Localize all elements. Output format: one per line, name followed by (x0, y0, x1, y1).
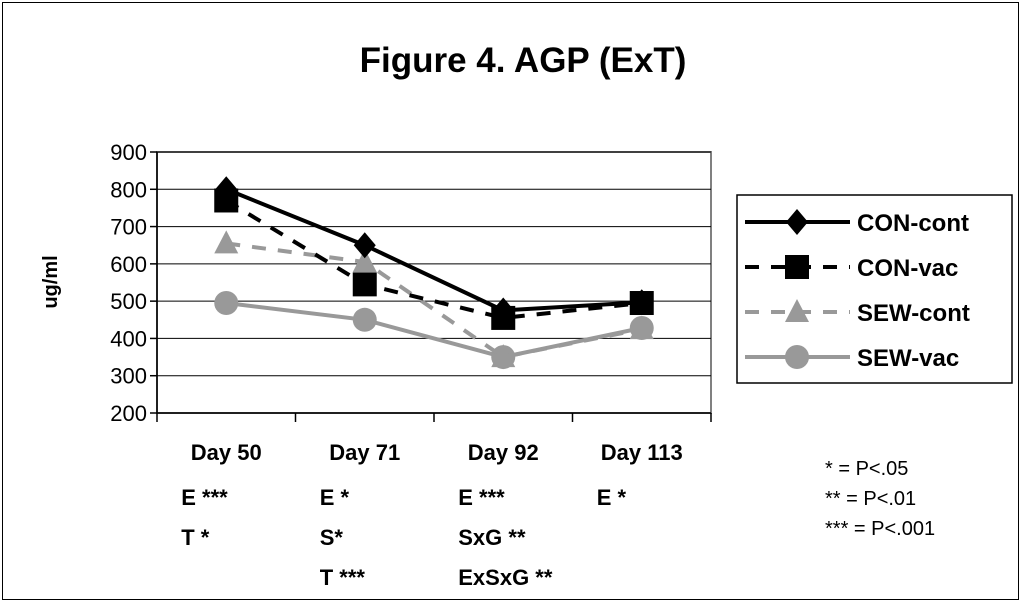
x-tick-label: Day 50 (191, 440, 262, 465)
data-point-triangle (785, 299, 809, 322)
series-line (225, 187, 642, 313)
x-tick-label: Day 71 (329, 440, 400, 465)
axes (150, 151, 712, 422)
significance-label: ExSxG ** (458, 565, 553, 590)
footnote-line: *** = P<.001 (825, 518, 935, 540)
data-point-circle (352, 307, 377, 332)
significance-label: E * (597, 485, 627, 510)
data-point-circle (214, 291, 239, 316)
y-tick-labels: 200 300 400 500 600 700 800 900 (110, 140, 147, 426)
series-line (226, 301, 643, 360)
data-point-triangle (491, 344, 516, 368)
footnote-line: ** = P<.01 (825, 488, 916, 510)
y-tick-label: 600 (110, 252, 147, 277)
plot-area (156, 151, 712, 414)
footnote-line: * = P<.05 (825, 458, 908, 480)
series-CON-cont (215, 176, 653, 324)
series-group (214, 176, 654, 370)
data-point-circle (785, 345, 809, 369)
x-tick-label: Day 113 (601, 440, 683, 465)
significance-label: T *** (320, 565, 366, 590)
legend-label: CON-cont (857, 210, 969, 237)
significance-label: E *** (181, 485, 228, 510)
legend (736, 194, 1013, 384)
legend-item: CON-cont (745, 209, 969, 237)
y-tick-label: 500 (110, 289, 147, 314)
y-axis-label: ug/ml (40, 255, 62, 308)
significance-label: E * (320, 485, 350, 510)
significance-label: S* (320, 525, 344, 550)
legend-label: SEW-cont (857, 300, 970, 327)
legend-item: SEW-cont (745, 299, 970, 327)
y-tick-label: 300 (110, 364, 147, 389)
data-point-square (785, 255, 809, 279)
significance-labels: E *** T * E * S* T *** E *** SxG ** ExSxG ** E * (181, 485, 626, 590)
data-point-triangle (629, 316, 654, 340)
x-tick-labels: Day 50 Day 71 Day 92 Day 113 (191, 440, 683, 465)
data-point-square (352, 272, 377, 297)
data-point-triangle (214, 230, 239, 254)
data-point-diamond (786, 209, 808, 235)
gridlines (157, 151, 711, 377)
y-tick-label: 400 (110, 326, 147, 351)
legend-label: SEW-vac (857, 345, 959, 372)
data-point-diamond (215, 176, 238, 203)
footnote: * = P<.05 ** = P<.01 *** = P<.001 (825, 458, 935, 540)
data-point-triangle (352, 248, 377, 272)
legend-entries: CON-cont CON-vac SEW-cont SEW-vac (745, 209, 970, 372)
data-point-diamond (492, 297, 515, 324)
chart-title: Figure 4. AGP (ExT) (360, 41, 687, 80)
legend-item: SEW-vac (745, 345, 959, 372)
series-line (225, 198, 642, 320)
series-SEW-cont (214, 230, 654, 368)
x-tick-label: Day 92 (468, 440, 539, 465)
significance-label: T * (181, 525, 210, 550)
legend-item: CON-vac (745, 255, 958, 282)
y-tick-label: 200 (110, 401, 147, 426)
y-tick-label: 800 (110, 177, 147, 202)
y-tick-label: 900 (110, 140, 147, 165)
data-point-diamond (630, 289, 653, 316)
significance-label: E *** (458, 485, 505, 510)
data-point-diamond (353, 232, 376, 259)
significance-label: SxG ** (458, 525, 526, 550)
y-tick-label: 700 (110, 215, 147, 240)
legend-label: CON-vac (857, 255, 958, 282)
